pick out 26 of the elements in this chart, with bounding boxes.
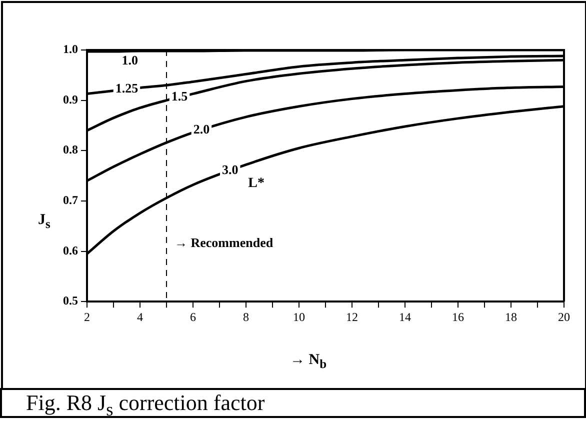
annotation: L*: [248, 176, 265, 191]
series-label: 1.0: [122, 52, 138, 68]
y-tick-label: 0.8: [63, 142, 78, 157]
x-tick-label: 4: [137, 310, 143, 324]
x-tick-label: 8: [243, 310, 249, 324]
caption: Fig. R8 J$_{s}$ correction factor: [0, 388, 586, 420]
y-tick-label: 0.9: [63, 92, 78, 106]
y-tick-label: 0.6: [63, 243, 78, 258]
series-label: 1.5: [171, 88, 188, 104]
x-tick-label: 20: [558, 310, 570, 324]
x-tick-label: 14: [399, 310, 411, 324]
x-tick-label: 12: [346, 310, 358, 324]
series-label: 2.0: [193, 121, 210, 136]
x-tick-label: 16: [452, 310, 464, 324]
series-label: 1.25: [115, 80, 139, 96]
y-tick-label: 0.5: [63, 294, 78, 308]
ref-line-label: → Recommended: [174, 235, 274, 250]
x-axis-title: → N$_{b}$: [290, 352, 327, 372]
x-tick-label: 2: [84, 310, 90, 324]
y-axis-title: J$_{s}$: [38, 212, 50, 232]
series-label: 3.0: [222, 162, 238, 178]
y-tick-label: 1.0: [63, 42, 78, 56]
x-tick-label: 6: [190, 310, 196, 324]
x-tick-label: 18: [505, 310, 517, 324]
x-tick-label: 10: [293, 310, 305, 324]
y-tick-label: 0.7: [63, 193, 78, 208]
